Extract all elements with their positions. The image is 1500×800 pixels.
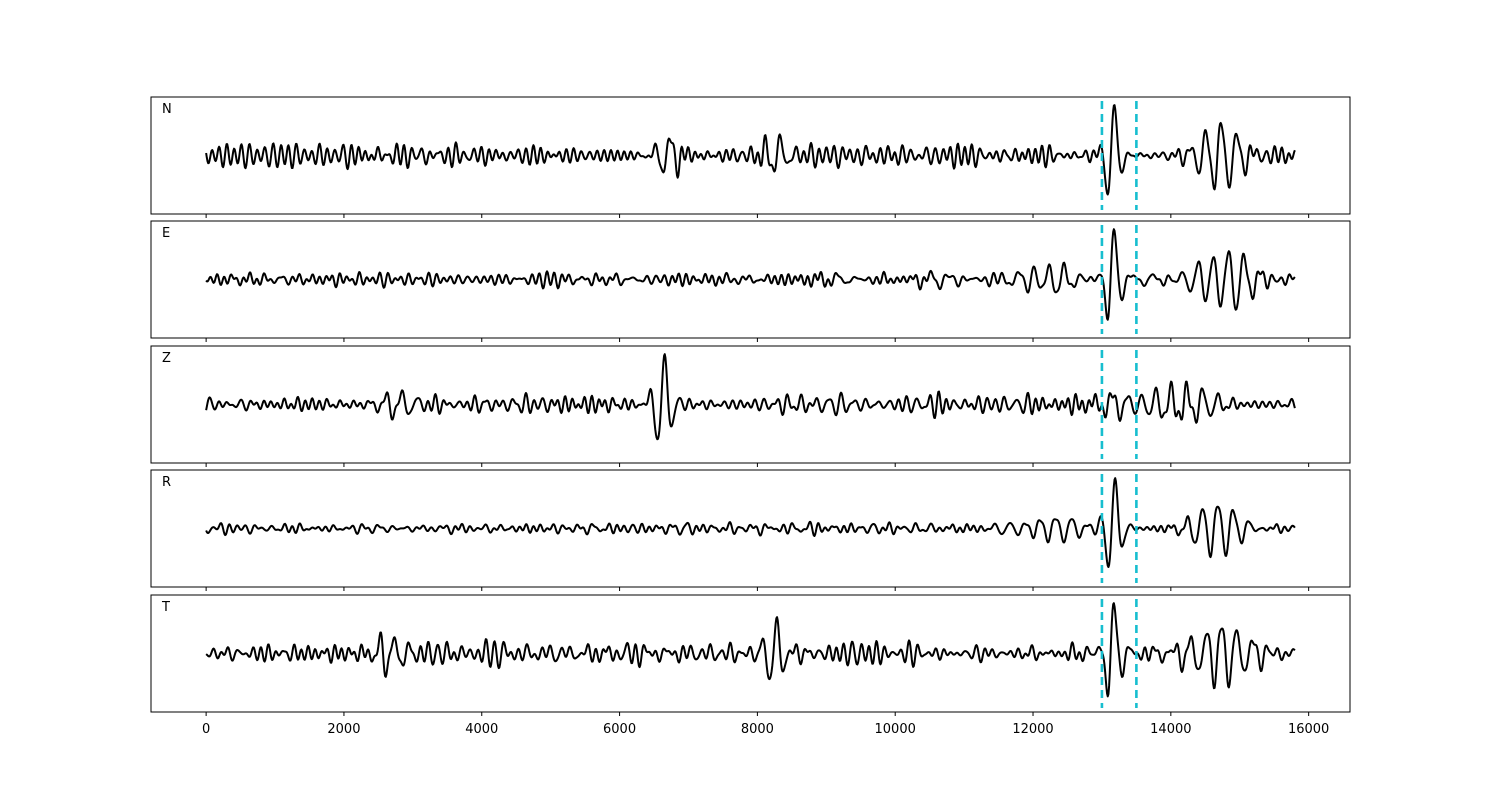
panels-group: N E Z R T [150, 96, 1351, 716]
x-tick-label: 10000 [875, 722, 916, 737]
panel-frame [150, 96, 1351, 215]
trace-n [205, 104, 1296, 196]
trace-e [205, 228, 1296, 321]
x-tick-label: 0 [202, 722, 210, 737]
x-tick-label: 12000 [1012, 722, 1053, 737]
panel-label-r: R [162, 475, 171, 490]
panel-frame [150, 594, 1351, 713]
panel-frame [150, 220, 1351, 339]
x-tick-label: 8000 [741, 722, 774, 737]
panel-frame [150, 345, 1351, 464]
x-tick-label: 4000 [465, 722, 498, 737]
trace-t [205, 602, 1296, 698]
panel-label-n: N [162, 102, 172, 117]
trace-r [205, 477, 1296, 568]
x-tick-label: 6000 [603, 722, 636, 737]
panel-label-e: E [162, 226, 170, 241]
x-tick-label: 16000 [1288, 722, 1329, 737]
panel-label-t: T [161, 600, 170, 615]
x-axis: 0 2000 4000 6000 8000 10000 12000 14000 16000 [202, 722, 1329, 737]
panel-frame [150, 469, 1351, 588]
panel-z: Z [150, 345, 1351, 467]
x-tick-label: 14000 [1150, 722, 1191, 737]
panel-e: E [150, 220, 1351, 342]
x-tick-label: 2000 [327, 722, 360, 737]
panel-r: R [150, 469, 1351, 591]
panel-n: N [150, 96, 1351, 218]
panel-label-z: Z [162, 351, 171, 366]
panel-t: T [150, 594, 1351, 716]
trace-z [205, 353, 1296, 441]
